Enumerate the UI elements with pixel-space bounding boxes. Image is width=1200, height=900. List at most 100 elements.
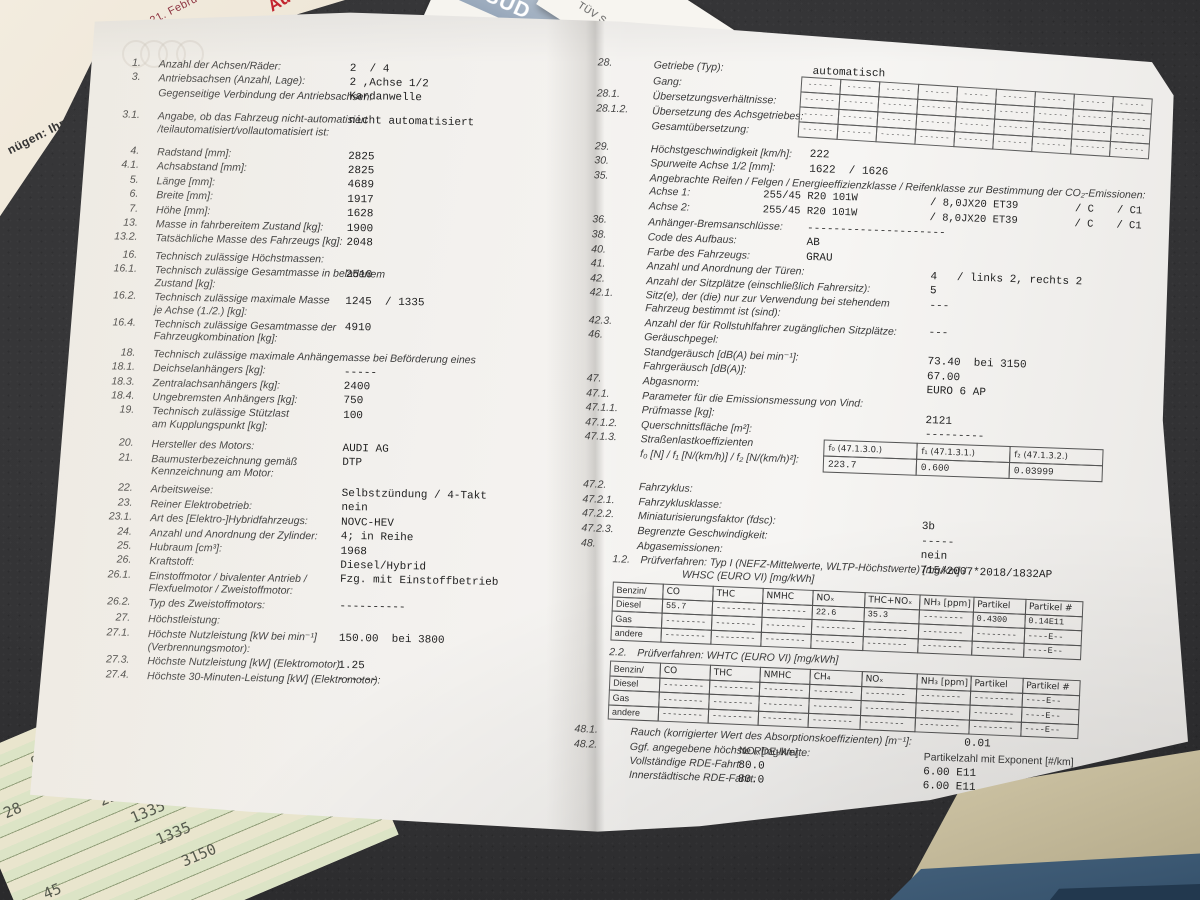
field-number: 35. [593,169,609,182]
emission-cell: -------- [657,706,710,724]
field-value: ----- [921,535,955,549]
field-label: Achsabstand [mm]: [156,160,247,175]
field-number: 4.1. [121,158,140,172]
gear-table-cell: ------ [836,123,878,142]
axle-label: Achse 2: [648,200,690,215]
emission-cell: -------- [862,635,920,654]
field-number: 47.2.3. [581,522,614,536]
axle-label: Achse 1: [649,185,691,200]
f-table-value-cell: 223.7 [822,455,918,477]
field-number: 16.1. [113,262,138,276]
field-label: Fahrzyklus: [638,481,693,496]
rows-b: 36. Anhänger-Bremsanschlüsse: -----------… [575,213,1187,450]
field-number: 42.1. [589,286,614,300]
field-label: Typ des Zweistoffmotors: [148,596,266,611]
field-value: 2121 [925,414,953,428]
field-value: 4910 [344,322,372,335]
emission-cell: andere [607,704,660,722]
field-label: Kraftstoff: [149,555,195,569]
emission-cell: -------- [710,629,763,648]
field-value: 2825 [347,164,375,178]
field-number: 4. [130,144,140,157]
field-value: 3b [921,520,936,534]
field-number: 47.2.1. [582,492,615,507]
field-number: 41. [590,257,606,270]
field-value: 2400 [343,380,371,394]
emission-cell: ----E-- [1022,642,1082,661]
field-label: Gang: [652,74,682,88]
field-number: 47.1.2. [585,415,618,429]
field-value: 750 [343,395,364,408]
field-label: Arbeitsweise: [150,483,214,497]
field-number: 18.3. [111,374,135,388]
field-number: 27. [115,611,131,624]
gear-table-cell: ------ [914,128,956,147]
field-number: 19. [119,403,135,417]
field-value: 100 [343,409,364,423]
field-label: Zentralachsanhängers [kg]: [152,376,281,392]
field-number: 47.2. [582,478,607,492]
field-label: Höhe [mm]: [155,203,211,217]
field-number: 46. [588,328,604,341]
field-number: 47.1.1. [585,401,619,415]
gear-table-cell: ------ [875,125,917,145]
emission-cell: -------- [917,638,973,656]
field-number: 18.1. [111,360,136,373]
field-value: --- [929,299,950,313]
emission-cell: -------- [757,710,810,729]
field-number: 16.2. [112,289,137,302]
field-number: 48.2. [573,737,598,751]
emission-cell: -------- [971,640,1025,659]
field-number: 47.1. [586,386,610,400]
field-number: 3.1. [122,108,140,122]
field-number: 24. [117,525,132,538]
field-value: DTP [342,456,363,470]
field-value: ---------- [339,600,406,615]
field-number: 30. [594,154,610,167]
field-value: 67.00 [926,370,961,384]
field-number: 20. [118,436,134,449]
field-label: Getriebe (Typ): [653,59,724,74]
field-number: 26.1. [107,568,132,581]
field-number: 26.2. [107,594,131,608]
field-label: Prüfmasse [kg]: [641,404,715,419]
field-label: Fahrzyklusklasse: [638,495,723,511]
field-value: ------ [337,673,378,687]
field-number: 26. [116,553,132,567]
field-label: Gesamtübersetzung: [651,120,750,136]
field-number: 16.4. [112,316,137,329]
field-number: 48.1. [574,723,599,737]
field-number: 1. [131,56,141,69]
audi-rings-watermark [122,40,222,68]
gear-table-cell: ------ [992,133,1034,152]
field-label: Ungebremsten Anhängers [kg]: [152,391,298,406]
field-label: Tatsächliche Masse des Fahrzeugs [kg]: [155,232,343,249]
emission-cell: -------- [807,712,862,731]
field-value: Kardanwelle [349,91,422,105]
emission-cell: andere [610,625,663,643]
field-number: 27.3. [105,653,130,667]
gear-table-cell: ------ [797,120,839,140]
field-number: 23. [117,496,133,509]
field-value: nicht automatisiert [348,114,475,130]
field-label: Art des [Elektro-]Hybridfahrzeugs: [150,512,308,528]
field-value: NOVC-HEV [340,516,395,530]
field-number: 36. [592,213,608,227]
field-row: 3.1. Angabe, ob das Fahrzeug nicht-automa… [94,108,594,143]
field-value: 0.01 [964,737,991,751]
field-value: AB [806,237,821,250]
emission-cell: -------- [660,627,713,645]
right-page: 28. Getriebe (Typ): automatisch Gang: 28.… [563,56,1188,802]
field-number [587,72,653,74]
field-value: nein [920,550,948,563]
emission-cell: -------- [968,719,1022,738]
gear-table-cell: ------ [1031,135,1073,155]
field-value: 2048 [346,236,373,250]
field-label: Abgasnorm: [642,375,700,389]
tyre-size-value: 255/45 R20 101W [763,189,858,205]
field-number: 42. [590,271,606,285]
field-number: 21. [118,451,134,464]
field-value: Fzg. mit Einstoffbetrieb [339,574,499,590]
field-value: 1.25 [338,659,365,673]
rde-nox-value: 80.0 [738,759,765,773]
